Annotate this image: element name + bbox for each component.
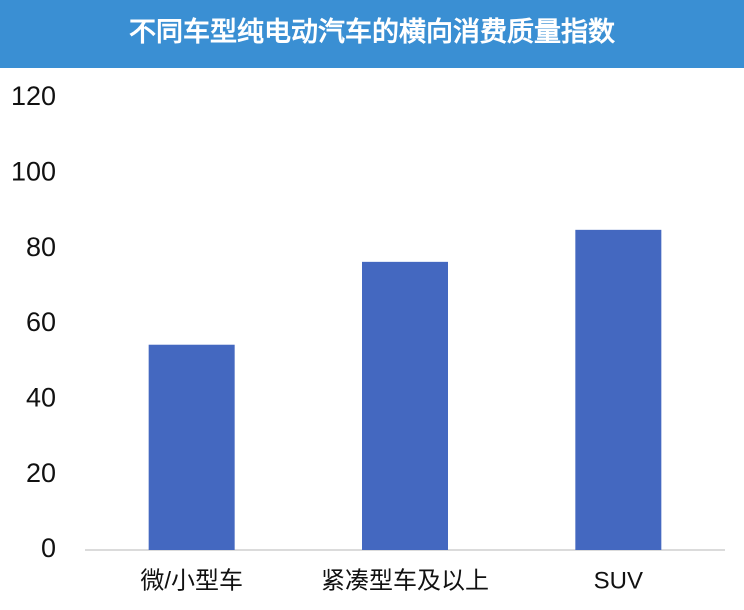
y-tick-label: 60 bbox=[26, 307, 56, 337]
y-tick-label: 20 bbox=[26, 458, 56, 488]
y-tick-label: 100 bbox=[11, 156, 56, 186]
x-tick-label: SUV bbox=[594, 567, 643, 594]
y-tick-label: 80 bbox=[26, 232, 56, 262]
chart-title: 不同车型纯电动汽车的横向消费质量指数 bbox=[129, 16, 616, 47]
y-tick-label: 120 bbox=[11, 81, 56, 111]
x-tick-label: 紧凑型车及以上 bbox=[321, 567, 489, 594]
title-banner bbox=[0, 0, 744, 68]
x-tick-label: 微/小型车 bbox=[140, 567, 243, 594]
y-tick-label: 0 bbox=[41, 533, 56, 563]
bar bbox=[362, 261, 448, 550]
bar bbox=[575, 229, 662, 551]
y-tick-label: 40 bbox=[26, 382, 56, 412]
bar bbox=[148, 344, 235, 550]
